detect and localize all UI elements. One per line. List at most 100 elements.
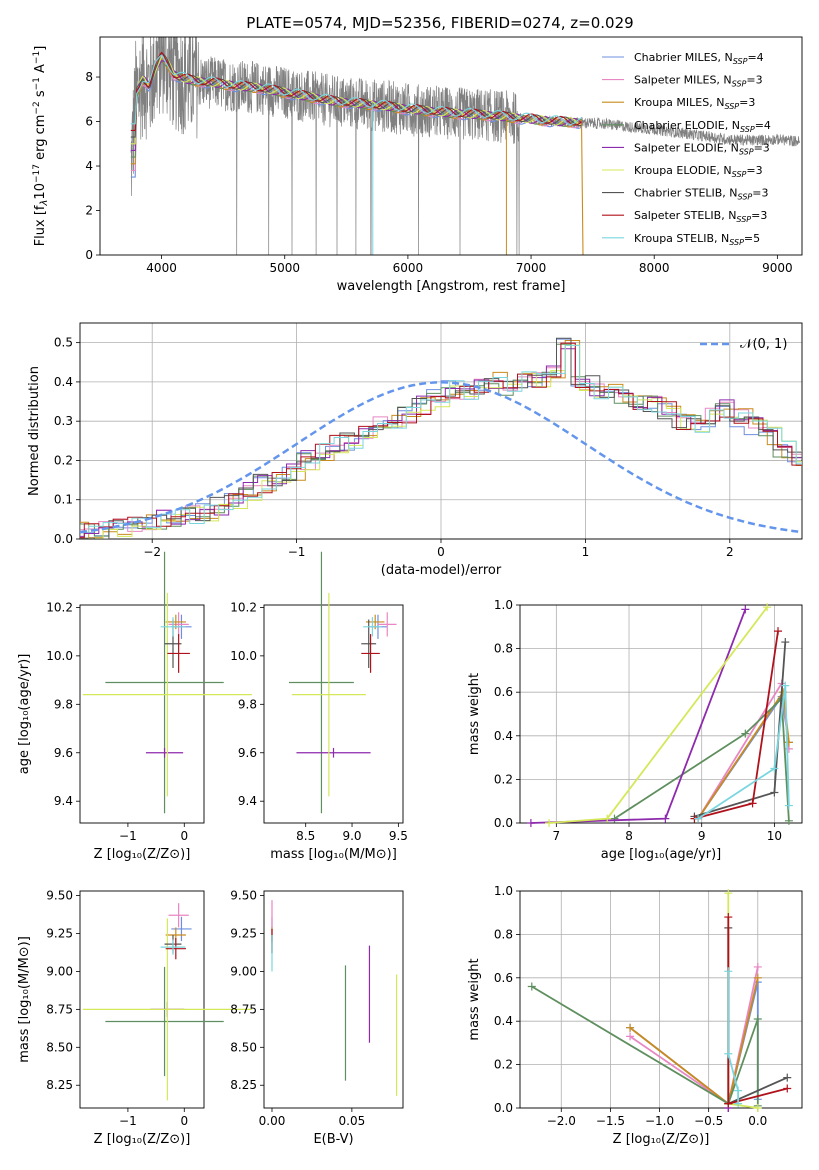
y-axis-label-part: 10: [33, 183, 48, 200]
series-marker-kroupa_stelib: [784, 801, 793, 810]
legend-label-salpeter_stelib: Salpeter STELIB, NSSP=3: [634, 209, 767, 224]
legend-label-part: SSP: [732, 170, 747, 179]
series-line-chabrier_elodie: [531, 985, 759, 1106]
y-tick-label: 9.8: [238, 697, 257, 711]
legend-label-part: SSP: [740, 125, 755, 134]
y-axis-label: mass weight: [467, 958, 482, 1040]
y-tick-label: 0.0: [494, 816, 513, 830]
y-tick-label: 0.2: [494, 772, 513, 786]
legend-label-part: Kroupa MILES, N: [634, 96, 724, 109]
legend-label-part: SSP: [736, 215, 751, 224]
x-tick-label: −1.5: [596, 1114, 625, 1128]
model-line-kroupa_stelib: [130, 54, 582, 125]
y-tick-label: 1.0: [494, 598, 513, 612]
series-marker-chabrier_stelib: [783, 1073, 792, 1082]
legend-label-part: Salpeter STELIB, N: [634, 209, 736, 222]
y-axis-label: age [log₁₀(age/yr)]: [17, 654, 32, 775]
series-marker-chabrier_elodie: [610, 814, 619, 823]
legend-label-part: =4: [747, 51, 763, 64]
y-axis-label-part: s: [33, 90, 48, 101]
y-tick-label: 0.2: [54, 453, 73, 467]
y-tick-label: 9.8: [54, 697, 73, 711]
histogram-kroupa_stelib: [80, 344, 802, 533]
legend-label-part: Salpeter ELODIE, N: [634, 141, 739, 154]
y-axis-label: Flux [fλ10−17 erg cm−2 s−1 A−1]: [32, 46, 50, 247]
x-axis-label: age [log₁₀(age/yr)]: [601, 847, 722, 862]
y-tick-label: 9.00: [46, 964, 73, 978]
legend-label-part: SSP: [739, 147, 754, 156]
series-marker-kroupa_stelib: [724, 1049, 733, 1058]
x-axis-label: mass [log₁₀(M/M⊙)]: [270, 847, 397, 862]
legend-label-chabrier_elodie: Chabrier ELODIE, NSSP=4: [634, 119, 771, 134]
series-marker-salpeter_stelib: [724, 1099, 733, 1108]
legend-label-gauss: 𝒩(0, 1): [740, 337, 787, 352]
x-tick-label: −0.5: [694, 1114, 723, 1128]
series-marker-kroupa_miles: [626, 1023, 635, 1032]
x-tick-label: 9000: [762, 261, 793, 275]
y-axis-label-part: −1: [32, 77, 42, 90]
y-axis-label: Normed distribution: [27, 366, 42, 496]
gaussian-curve: [79, 381, 803, 534]
x-axis-label: Z [log₁₀(Z/Z⊙)]: [94, 847, 191, 862]
x-tick-label: 0: [180, 829, 188, 843]
x-tick-label: 4000: [146, 261, 177, 275]
y-axis-label-part: −1: [32, 51, 42, 64]
series-marker-kroupa_stelib: [781, 681, 790, 690]
x-tick-label: 0: [180, 1114, 188, 1128]
legend-label-kroupa_elodie: Kroupa ELODIE, NSSP=3: [634, 164, 763, 179]
series-marker-kroupa_elodie: [603, 814, 612, 823]
series-line-salpeter_stelib: [694, 631, 779, 820]
legend-label-part: Chabrier STELIB, N: [634, 187, 738, 200]
series-marker-kroupa_stelib: [694, 814, 703, 823]
legend-label-part: Kroupa ELODIE, N: [634, 164, 732, 177]
x-tick-label: 7: [553, 829, 561, 843]
y-axis-label-part: ]: [33, 46, 48, 51]
legend-label-part: Salpeter MILES, N: [634, 74, 732, 87]
series-line-salpeter_elodie: [530, 609, 747, 824]
legend-label-part: =3: [752, 187, 768, 200]
y-tick-label: 0.4: [494, 729, 513, 743]
histogram-chabrier_miles: [80, 338, 802, 537]
series-marker-chabrier_elodie: [753, 1015, 762, 1024]
x-tick-label: 2: [726, 545, 734, 559]
x-tick-label: 0.00: [259, 1114, 286, 1128]
series-marker-chabrier_elodie: [527, 982, 536, 991]
y-tick-label: 9.25: [230, 926, 257, 940]
x-tick-label: 8000: [639, 261, 670, 275]
y-tick-label: 0.0: [494, 1101, 513, 1115]
mass_vs_Z-chart: −1 0 8.25 8.50 8.75 9.00 9.25 9.50 Z [log₁₀(Z/Z⊙…: [17, 889, 252, 1147]
x-tick-label: −1: [288, 545, 306, 559]
series-marker-kroupa_elodie: [763, 603, 772, 612]
y-tick-label: 0.6: [494, 971, 513, 985]
x-tick-label: −2: [143, 545, 161, 559]
y-axis-label-part: λ: [39, 200, 50, 207]
y-tick-label: 0.1: [54, 493, 73, 507]
plot-frame: [79, 322, 803, 540]
histogram-chabrier_elodie: [80, 343, 802, 539]
y-tick-label: 9.6: [238, 746, 257, 760]
y-tick-label: 9.4: [54, 794, 73, 808]
legend-label-chabrier_miles: Chabrier MILES, NSSP=4: [634, 51, 764, 66]
spectrum-chart: 4000 5000 6000 7000 8000 9000 0 2 4 6 8 wavelength …: [32, 36, 803, 294]
series-marker-salpeter_stelib: [783, 1084, 792, 1093]
age_vs_mass-chart: 8.5 9.0 9.5 9.4 9.6 9.8 10.0 10.2 mass [log₁₀(M/…: [230, 551, 408, 862]
series-marker-chabrier_stelib: [781, 638, 790, 647]
y-tick-label: 8.50: [230, 1040, 257, 1054]
y-axis-label-part: −17: [32, 164, 42, 183]
legend-label-chabrier_stelib: Chabrier STELIB, NSSP=3: [634, 187, 768, 202]
legend-label-kroupa_miles: Kroupa MILES, NSSP=3: [634, 96, 755, 111]
series-marker-kroupa_elodie: [545, 819, 554, 827]
y-tick-label: 0: [85, 248, 93, 262]
y-tick-label: 0.2: [494, 1058, 513, 1072]
legend-label-part: =3: [746, 164, 762, 177]
legend-label-part: =3: [751, 209, 767, 222]
y-tick-label: 0.5: [54, 336, 73, 350]
y-tick-label: 4: [85, 159, 93, 173]
x-axis-label: (data-model)/error: [381, 563, 502, 578]
legend-label-part: SSP: [738, 193, 753, 202]
y-tick-label: 9.4: [238, 794, 257, 808]
series-marker-salpeter_stelib: [774, 627, 783, 636]
plot-frame: [79, 890, 205, 1109]
y-tick-label: 0.8: [494, 642, 513, 656]
x-tick-label: 10: [767, 829, 782, 843]
